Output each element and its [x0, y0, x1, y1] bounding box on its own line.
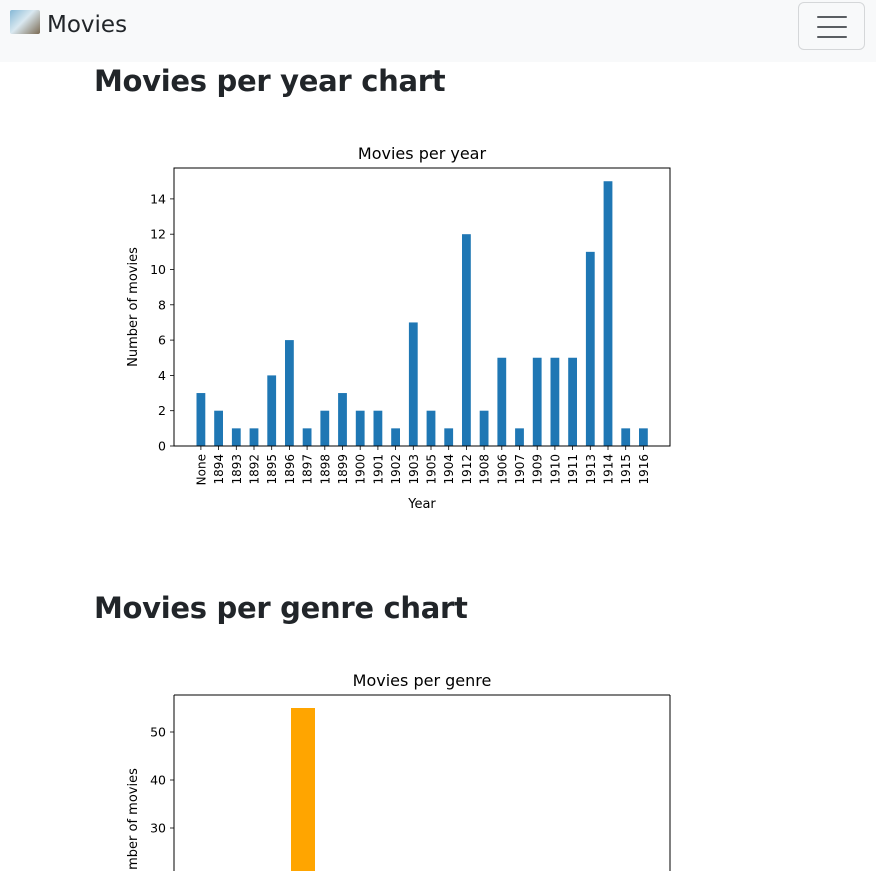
bar [320, 410, 330, 446]
movies-per-year-chart: Movies per year None 1894 1893 1892 1895 1896 1… [126, 144, 671, 512]
y-tick-label: 50 [150, 725, 166, 740]
x-tick-label: 1900 [354, 454, 368, 485]
x-tick-label: 1894 [212, 454, 226, 485]
y-tick-label: 8 [158, 297, 166, 312]
x-tick-label: 1895 [265, 454, 279, 485]
y-axis-label: Number of movies [126, 247, 141, 367]
year-chart-heading: Movies per year chart [94, 64, 446, 98]
navbar: Movies [0, 0, 876, 62]
x-tick-label: 1892 [248, 454, 262, 485]
x-tick-label: 1896 [283, 454, 297, 485]
bar [302, 428, 312, 446]
bar [444, 428, 454, 446]
bar [285, 340, 294, 446]
plot-frame [173, 167, 671, 447]
chart-title: Movies per year [358, 144, 487, 163]
bar [373, 410, 383, 446]
x-tick-label: 1906 [495, 454, 509, 485]
x-tick-label: 1905 [425, 454, 439, 485]
genre-chart-heading: Movies per genre chart [94, 591, 468, 625]
bar [267, 375, 277, 446]
x-tick-label: 1914 [602, 454, 616, 485]
x-tick-label: 1916 [637, 454, 651, 485]
y-tick-label: 6 [158, 333, 166, 348]
bar [603, 181, 613, 446]
bar [568, 357, 577, 446]
y-tick-label: 12 [150, 227, 166, 242]
bar [585, 251, 595, 446]
hamburger-menu-icon [817, 15, 847, 39]
bar [497, 357, 507, 446]
bar [391, 428, 400, 446]
y-tick-label: 4 [158, 368, 166, 383]
bar [249, 428, 259, 446]
movie-poster-icon[interactable] [10, 10, 40, 34]
bar [515, 428, 524, 446]
x-tick-label: 1893 [230, 454, 244, 485]
y-tick-label: 40 [150, 773, 166, 788]
y-axis-label: Number of movies [126, 768, 141, 871]
x-tick-label: 1901 [371, 454, 385, 485]
bar [639, 428, 648, 446]
bar [231, 428, 241, 446]
bar [196, 393, 206, 446]
x-tick-label: 1910 [548, 454, 562, 485]
x-tick-label: 1912 [460, 454, 474, 485]
bar [426, 410, 436, 446]
bar [621, 428, 631, 446]
x-tick-label: 1902 [389, 454, 403, 485]
bar [408, 322, 418, 446]
chart-title: Movies per genre [353, 671, 492, 690]
x-tick-label: 1908 [478, 454, 492, 485]
y-tick-label: 30 [150, 821, 166, 836]
x-tick-label: 1904 [442, 454, 456, 485]
x-axis-label: Year [407, 497, 436, 512]
y-tick-label: 0 [158, 439, 166, 454]
bar [532, 357, 542, 446]
x-tick-label: 1909 [531, 454, 545, 485]
x-tick-label: 1915 [619, 454, 633, 485]
x-tick-label: 1897 [301, 454, 315, 485]
y-tick-label: 10 [150, 262, 166, 277]
brand-text[interactable]: Movies [47, 12, 128, 38]
x-tick-label: 1907 [513, 454, 527, 485]
navbar-toggler-button[interactable] [798, 2, 865, 50]
x-tick-label: 1913 [584, 454, 598, 485]
bar [462, 234, 471, 446]
bar [338, 393, 347, 446]
x-tick-label: None [194, 454, 208, 485]
bar [479, 410, 489, 446]
bar [355, 410, 365, 446]
bar [550, 357, 560, 446]
x-tick-label: 1899 [336, 454, 350, 485]
bar [291, 708, 315, 871]
bar [214, 410, 223, 446]
x-tick-label: 1903 [407, 454, 421, 485]
y-tick-label: 14 [150, 191, 166, 206]
x-tick-label: 1911 [566, 454, 580, 485]
x-tick-label: 1898 [318, 454, 332, 485]
y-tick-label: 2 [158, 403, 166, 418]
